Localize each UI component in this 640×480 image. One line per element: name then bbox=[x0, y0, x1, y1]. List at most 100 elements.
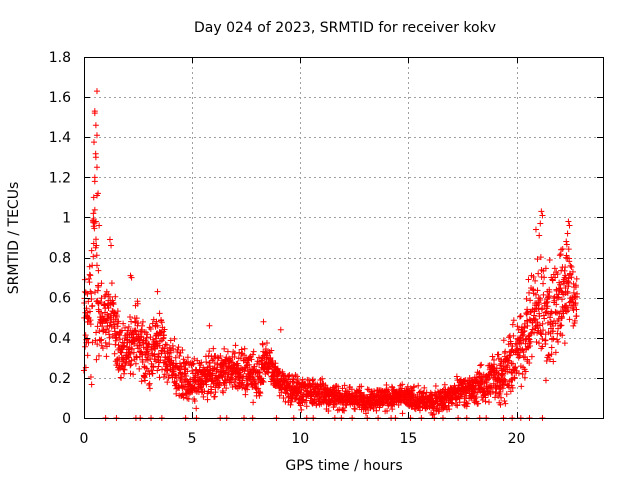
data-point bbox=[161, 326, 168, 333]
data-point bbox=[203, 358, 210, 365]
data-point bbox=[571, 317, 578, 324]
data-point bbox=[242, 391, 249, 398]
data-point bbox=[93, 356, 100, 363]
data-point bbox=[191, 398, 198, 405]
data-point bbox=[550, 328, 557, 335]
y-axis-label: SRMTID / TECUs bbox=[6, 182, 22, 295]
data-point bbox=[139, 322, 146, 329]
data-point bbox=[478, 375, 485, 382]
data-point bbox=[111, 350, 118, 357]
data-point bbox=[144, 354, 151, 361]
data-point bbox=[155, 350, 162, 357]
data-point bbox=[92, 122, 99, 129]
data-point bbox=[86, 279, 93, 286]
x-tick-label: 20 bbox=[508, 431, 526, 447]
data-point bbox=[537, 296, 544, 303]
data-point bbox=[563, 308, 570, 315]
data-point bbox=[133, 354, 140, 361]
data-point bbox=[574, 294, 581, 301]
data-point bbox=[563, 238, 570, 245]
data-point bbox=[150, 364, 157, 371]
data-point bbox=[415, 382, 422, 389]
data-point bbox=[127, 370, 134, 377]
data-point bbox=[535, 270, 542, 277]
data-point bbox=[548, 351, 555, 358]
data-point bbox=[483, 379, 490, 386]
data-point bbox=[91, 206, 98, 213]
data-point bbox=[257, 390, 264, 397]
data-point bbox=[307, 383, 314, 390]
x-tick-label: 5 bbox=[188, 431, 197, 447]
data-point bbox=[162, 341, 169, 348]
data-point bbox=[527, 330, 534, 337]
data-point bbox=[512, 364, 519, 371]
data-point bbox=[241, 345, 248, 352]
data-point bbox=[373, 407, 380, 414]
data-point bbox=[478, 361, 485, 368]
data-point bbox=[160, 373, 167, 380]
data-point bbox=[84, 336, 91, 343]
data-point bbox=[498, 394, 505, 401]
data-points bbox=[80, 88, 581, 421]
data-point bbox=[539, 320, 546, 327]
data-point bbox=[515, 370, 522, 377]
data-point bbox=[501, 381, 508, 388]
data-point bbox=[156, 310, 163, 317]
data-point bbox=[198, 389, 205, 396]
data-point bbox=[121, 370, 127, 377]
data-point bbox=[171, 364, 178, 371]
data-point bbox=[112, 337, 119, 344]
data-point bbox=[86, 308, 93, 315]
data-point bbox=[569, 268, 576, 275]
data-point bbox=[454, 402, 461, 409]
data-point bbox=[319, 375, 326, 382]
data-point bbox=[249, 351, 256, 358]
data-point bbox=[267, 354, 274, 361]
data-point bbox=[227, 358, 234, 365]
data-point bbox=[475, 400, 482, 407]
data-point bbox=[471, 386, 478, 393]
data-point bbox=[310, 380, 317, 387]
data-point bbox=[128, 357, 135, 364]
data-point bbox=[558, 296, 565, 303]
data-point bbox=[93, 262, 100, 269]
data-point bbox=[88, 381, 95, 388]
data-point bbox=[107, 319, 114, 326]
data-point bbox=[210, 380, 217, 387]
data-point bbox=[91, 225, 98, 232]
data-point bbox=[203, 381, 210, 388]
data-point bbox=[139, 318, 146, 325]
data-point bbox=[311, 396, 318, 403]
data-point bbox=[491, 361, 498, 368]
data-point bbox=[508, 382, 515, 389]
data-point bbox=[161, 371, 168, 378]
data-point bbox=[309, 376, 316, 383]
data-point bbox=[128, 274, 135, 281]
data-point bbox=[541, 315, 548, 322]
data-point bbox=[131, 340, 138, 347]
data-point bbox=[449, 400, 456, 407]
data-point bbox=[135, 345, 142, 352]
data-point bbox=[545, 351, 552, 358]
data-point bbox=[385, 387, 392, 394]
data-point bbox=[142, 377, 149, 384]
data-point bbox=[136, 365, 143, 372]
data-point bbox=[558, 288, 565, 295]
data-point bbox=[518, 383, 525, 390]
data-point bbox=[486, 399, 493, 406]
data-point bbox=[93, 329, 100, 336]
data-point bbox=[154, 367, 161, 374]
data-point bbox=[98, 295, 105, 302]
data-point bbox=[262, 346, 269, 353]
data-point bbox=[292, 395, 299, 402]
data-point bbox=[134, 300, 141, 307]
data-point bbox=[260, 318, 267, 325]
data-point bbox=[476, 370, 483, 377]
data-point bbox=[84, 352, 91, 359]
data-point bbox=[161, 347, 168, 354]
data-point bbox=[539, 336, 546, 343]
data-point bbox=[268, 347, 275, 354]
data-point bbox=[164, 349, 171, 356]
data-point bbox=[92, 337, 99, 344]
